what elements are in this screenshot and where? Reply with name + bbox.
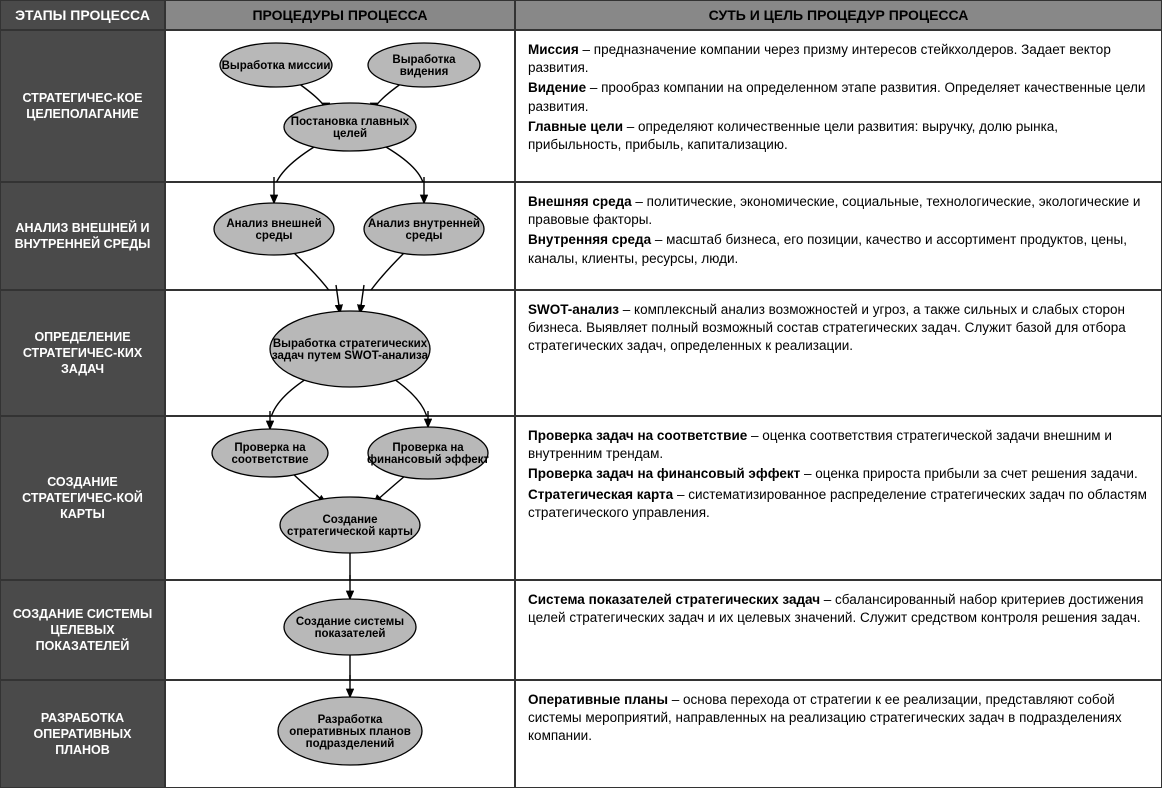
stage-label: АНАЛИЗ ВНЕШНЕЙ И ВНУТРЕННЕЙ СРЕДЫ [0, 182, 165, 290]
flow-node-label: Создание [322, 514, 377, 526]
process-row: СОЗДАНИЕ СИСТЕМЫ ЦЕЛЕВЫХ ПОКАЗАТЕЛЕЙСозд… [0, 580, 1162, 680]
term: Проверка задач на соответствие [528, 428, 747, 443]
description-line: Главные цели – определяют количественные… [528, 118, 1149, 154]
description-line: Оперативные планы – основа перехода от с… [528, 691, 1149, 746]
flow-node-label: оперативных планов [289, 726, 411, 738]
procedure-flow: Создание системыпоказателей [165, 580, 515, 680]
stage-label: СТРАТЕГИЧЕС-КОЕ ЦЕЛЕПОЛАГАНИЕ [0, 30, 165, 182]
definition: – предназначение компании через призму и… [528, 42, 1111, 75]
term: SWOT-анализ [528, 302, 619, 317]
process-table: ЭТАПЫ ПРОЦЕССА ПРОЦЕДУРЫ ПРОЦЕССА СУТЬ И… [0, 0, 1162, 30]
flow-node-label: видения [400, 66, 449, 78]
flow-node-label: Проверка на [392, 442, 464, 454]
flow-node-label: Разработка [318, 714, 383, 726]
flow-node-label: Выработка [392, 54, 456, 66]
flow-arrow [360, 285, 364, 313]
description-line: Проверка задач на финансовый эффект – оц… [528, 465, 1149, 483]
flow-node-label: среды [256, 230, 293, 242]
term: Внешняя среда [528, 194, 632, 209]
flow-node-label: соответствие [232, 454, 309, 466]
description: SWOT-анализ – комплексный анализ возможн… [515, 290, 1162, 416]
term: Видение [528, 80, 586, 95]
procedure-flow: Разработкаоперативных плановподразделени… [165, 680, 515, 788]
description-line: Проверка задач на соответствие – оценка … [528, 427, 1149, 463]
flow-node-label: Проверка на [234, 442, 306, 454]
flow-node-label: целей [333, 128, 367, 140]
process-row: РАЗРАБОТКА ОПЕРАТИВНЫХ ПЛАНОВРазработкао… [0, 680, 1162, 788]
flow-node-label: среды [406, 230, 443, 242]
description-line: Миссия – предназначение компании через п… [528, 41, 1149, 77]
procedure-flow: Проверка насоответствиеПроверка нафинанс… [165, 416, 515, 580]
flow-node-label: Выработка стратегических [273, 338, 428, 350]
term: Система показателей стратегических задач [528, 592, 820, 607]
flow-node-label: Постановка главных [291, 116, 410, 128]
flow-node-label: Анализ внешней [226, 218, 321, 230]
process-row: ОПРЕДЕЛЕНИЕ СТРАТЕГИЧЕС-КИХ ЗАДАЧВыработ… [0, 290, 1162, 416]
term: Стратегическая карта [528, 487, 673, 502]
flow-node-label: Анализ внутренней [368, 218, 480, 230]
term: Внутренняя среда [528, 232, 651, 247]
flow-node-label: Выработка миссии [222, 60, 331, 72]
process-row: СОЗДАНИЕ СТРАТЕГИЧЕС-КОЙ КАРТЫПроверка н… [0, 416, 1162, 580]
description: Проверка задач на соответствие – оценка … [515, 416, 1162, 580]
flow-node-label: задач путем SWOT-анализа [272, 350, 429, 362]
flow-node-label: показателей [315, 628, 386, 640]
stage-label: РАЗРАБОТКА ОПЕРАТИВНЫХ ПЛАНОВ [0, 680, 165, 788]
description: Миссия – предназначение компании через п… [515, 30, 1162, 182]
description-line: Стратегическая карта – систематизированн… [528, 486, 1149, 522]
term: Главные цели [528, 119, 623, 134]
header-procedures: ПРОЦЕДУРЫ ПРОЦЕССА [165, 0, 515, 30]
definition: – оценка прироста прибыли за счет решени… [800, 466, 1138, 481]
description: Внешняя среда – политические, экономичес… [515, 182, 1162, 290]
flow-node-label: Создание системы [296, 616, 404, 628]
stage-label: СОЗДАНИЕ СТРАТЕГИЧЕС-КОЙ КАРТЫ [0, 416, 165, 580]
flow-node-label: подразделений [306, 738, 395, 750]
procedure-flow: Выработка стратегическихзадач путем SWOT… [165, 290, 515, 416]
definition: – прообраз компании на определенном этап… [528, 80, 1145, 113]
description-line: Система показателей стратегических задач… [528, 591, 1149, 627]
header-stages: ЭТАПЫ ПРОЦЕССА [0, 0, 165, 30]
term: Оперативные планы [528, 692, 668, 707]
term: Проверка задач на финансовый эффект [528, 466, 800, 481]
process-row: АНАЛИЗ ВНЕШНЕЙ И ВНУТРЕННЕЙ СРЕДЫАнализ … [0, 182, 1162, 290]
stage-label: СОЗДАНИЕ СИСТЕМЫ ЦЕЛЕВЫХ ПОКАЗАТЕЛЕЙ [0, 580, 165, 680]
description-line: Внутренняя среда – масштаб бизнеса, его … [528, 231, 1149, 267]
description: Система показателей стратегических задач… [515, 580, 1162, 680]
flow-arrow [292, 473, 326, 503]
flow-node-label: финансовый эффект [367, 454, 489, 466]
description-line: SWOT-анализ – комплексный анализ возможн… [528, 301, 1149, 356]
flow-node-label: стратегической карты [287, 526, 413, 538]
description-line: Внешняя среда – политические, экономичес… [528, 193, 1149, 229]
flow-arrow [336, 285, 340, 313]
stage-label: ОПРЕДЕЛЕНИЕ СТРАТЕГИЧЕС-КИХ ЗАДАЧ [0, 290, 165, 416]
header-essence: СУТЬ И ЦЕЛЬ ПРОЦЕДУР ПРОЦЕССА [515, 0, 1162, 30]
description: Оперативные планы – основа перехода от с… [515, 680, 1162, 788]
term: Миссия [528, 42, 579, 57]
description-line: Видение – прообраз компании на определен… [528, 79, 1149, 115]
procedure-flow: Выработка миссии Выработкавидения Постанов… [165, 30, 515, 182]
procedure-flow: Анализ внешнейсредыАнализ внутреннейсред… [165, 182, 515, 290]
process-row: СТРАТЕГИЧЕС-КОЕ ЦЕЛЕПОЛАГАНИЕВыработка м… [0, 30, 1162, 182]
